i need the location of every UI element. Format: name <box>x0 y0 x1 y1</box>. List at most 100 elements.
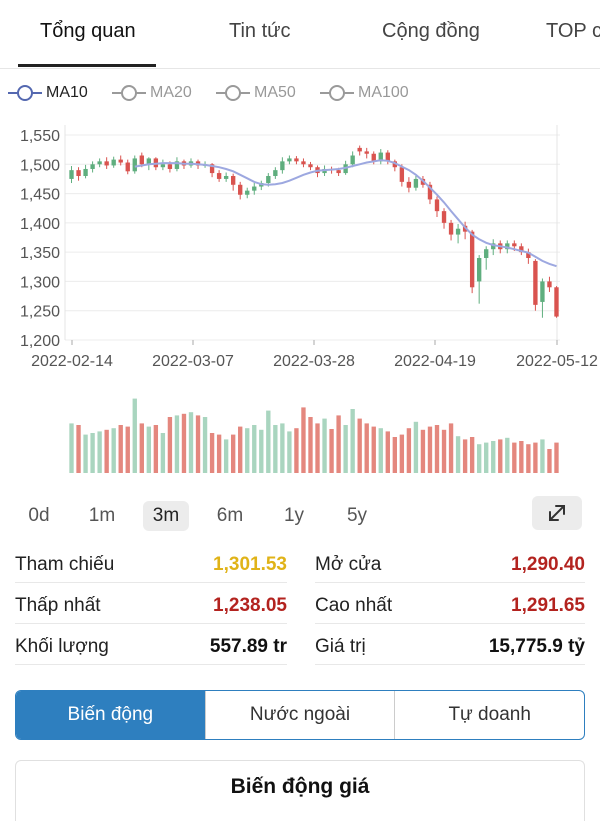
x-tick-label: 2022-02-14 <box>31 353 113 370</box>
candle <box>547 281 552 288</box>
volume-bar <box>104 429 109 473</box>
tab-news[interactable]: Tin tức <box>229 20 291 42</box>
volume-bar <box>125 426 130 473</box>
candle <box>223 176 229 179</box>
candle <box>385 152 390 162</box>
ma-toggle-ma100[interactable]: MA100 <box>320 84 409 102</box>
volume-bar <box>111 428 116 473</box>
volume-bar <box>519 441 524 473</box>
expand-icon <box>549 505 565 521</box>
segment-control: Biến động Nước ngoài Tự doanh <box>15 690 585 740</box>
volume-bar <box>153 425 159 473</box>
ma-label: MA100 <box>358 84 409 101</box>
volume-bar <box>322 418 327 473</box>
x-tick-label: 2022-05-12 <box>516 353 598 370</box>
candle <box>554 287 559 317</box>
candle <box>448 222 454 235</box>
period-6m[interactable]: 6m <box>216 505 244 526</box>
tab-overview[interactable]: Tổng quan <box>40 20 136 42</box>
period-selector: 0d 1m 3m 6m 1y 5y <box>0 495 600 535</box>
volume-bar <box>90 433 95 473</box>
ma50-line-icon <box>216 84 250 102</box>
volume-bar <box>209 433 215 473</box>
volume-bar <box>188 412 194 473</box>
y-tick-label: 1,500 <box>20 157 60 174</box>
x-tick-label: 2022-04-19 <box>394 353 476 370</box>
candle <box>160 164 166 168</box>
candle <box>505 243 510 250</box>
candle <box>378 152 383 162</box>
candle <box>83 168 88 176</box>
tab-community[interactable]: Cộng đồng <box>382 20 480 42</box>
volume-bar <box>174 415 180 473</box>
y-tick-label: 1,350 <box>20 245 60 262</box>
candle <box>146 158 152 165</box>
volume-bar <box>399 434 405 473</box>
volume-bar <box>343 425 348 473</box>
ma-toggle-ma10[interactable]: MA10 <box>8 84 88 102</box>
ma-toggle-ma50[interactable]: MA50 <box>216 84 296 102</box>
candle <box>540 281 545 302</box>
volume-bar <box>329 429 334 473</box>
period-3m[interactable]: 3m <box>143 501 189 531</box>
segment-tu-doanh[interactable]: Tự doanh <box>394 691 584 739</box>
expand-chart-button[interactable] <box>532 496 582 530</box>
candle <box>336 170 341 174</box>
stat-value: 1,290.40 <box>511 554 585 575</box>
stat-reference: Tham chiếu 1,301.53 <box>15 548 287 583</box>
volume-bar <box>455 436 461 473</box>
candle <box>294 158 299 162</box>
volume-bar <box>69 423 74 473</box>
candle <box>230 176 236 185</box>
y-tick-label: 1,200 <box>20 333 60 350</box>
volume-bar <box>336 415 341 473</box>
candle <box>533 260 538 305</box>
ma-label: MA10 <box>46 84 88 101</box>
candle <box>526 252 531 258</box>
candle <box>132 158 137 172</box>
volume-bar <box>238 426 243 473</box>
ma-toggle-ma20[interactable]: MA20 <box>112 84 192 102</box>
volume-bar <box>385 431 390 473</box>
price-chart[interactable]: 1,550 1,500 1,450 1,400 1,350 1,300 1,250 1,200… <box>0 110 600 480</box>
active-tab-indicator <box>18 64 156 67</box>
volume-bar <box>448 423 454 473</box>
volume-bar <box>371 426 376 473</box>
volume-bar <box>181 413 187 473</box>
candle <box>441 211 447 223</box>
volume-bar <box>378 428 383 473</box>
volume-bar <box>434 425 440 473</box>
volume-bar <box>420 429 426 473</box>
segment-bien-dong[interactable]: Biến động <box>16 691 205 739</box>
section-title: Biến động giá <box>230 775 370 798</box>
candle <box>69 170 74 179</box>
volume-bar <box>505 437 510 473</box>
stat-volume: Khối lượng 557.89 tr <box>15 630 287 665</box>
volume-bar <box>118 425 123 473</box>
stat-low: Thấp nhất 1,238.05 <box>15 589 287 624</box>
price-movement-section: Biến động giá <box>15 760 585 821</box>
segment-nuoc-ngoai[interactable]: Nước ngoài <box>204 691 395 739</box>
volume-bar <box>139 423 144 473</box>
volume-bar <box>547 449 552 473</box>
ma10-line-icon <box>8 84 42 102</box>
volume-bar <box>230 434 236 473</box>
volume-bar <box>406 428 412 473</box>
y-tick-label: 1,450 <box>20 187 60 204</box>
candle <box>491 243 496 250</box>
period-1y[interactable]: 1y <box>283 505 305 526</box>
candle <box>252 186 257 191</box>
period-0d[interactable]: 0d <box>28 505 50 526</box>
volume-bar <box>202 417 208 473</box>
candle <box>118 159 123 163</box>
period-5y[interactable]: 5y <box>346 505 368 526</box>
volume-bar <box>223 439 229 473</box>
stat-value: 1,238.05 <box>213 595 287 616</box>
candle <box>392 161 398 168</box>
tab-top[interactable]: TOP c <box>546 20 600 42</box>
volume-bar <box>252 425 257 473</box>
candle <box>484 249 489 258</box>
candle <box>111 159 116 166</box>
period-1m[interactable]: 1m <box>88 505 116 526</box>
candle <box>427 184 433 200</box>
